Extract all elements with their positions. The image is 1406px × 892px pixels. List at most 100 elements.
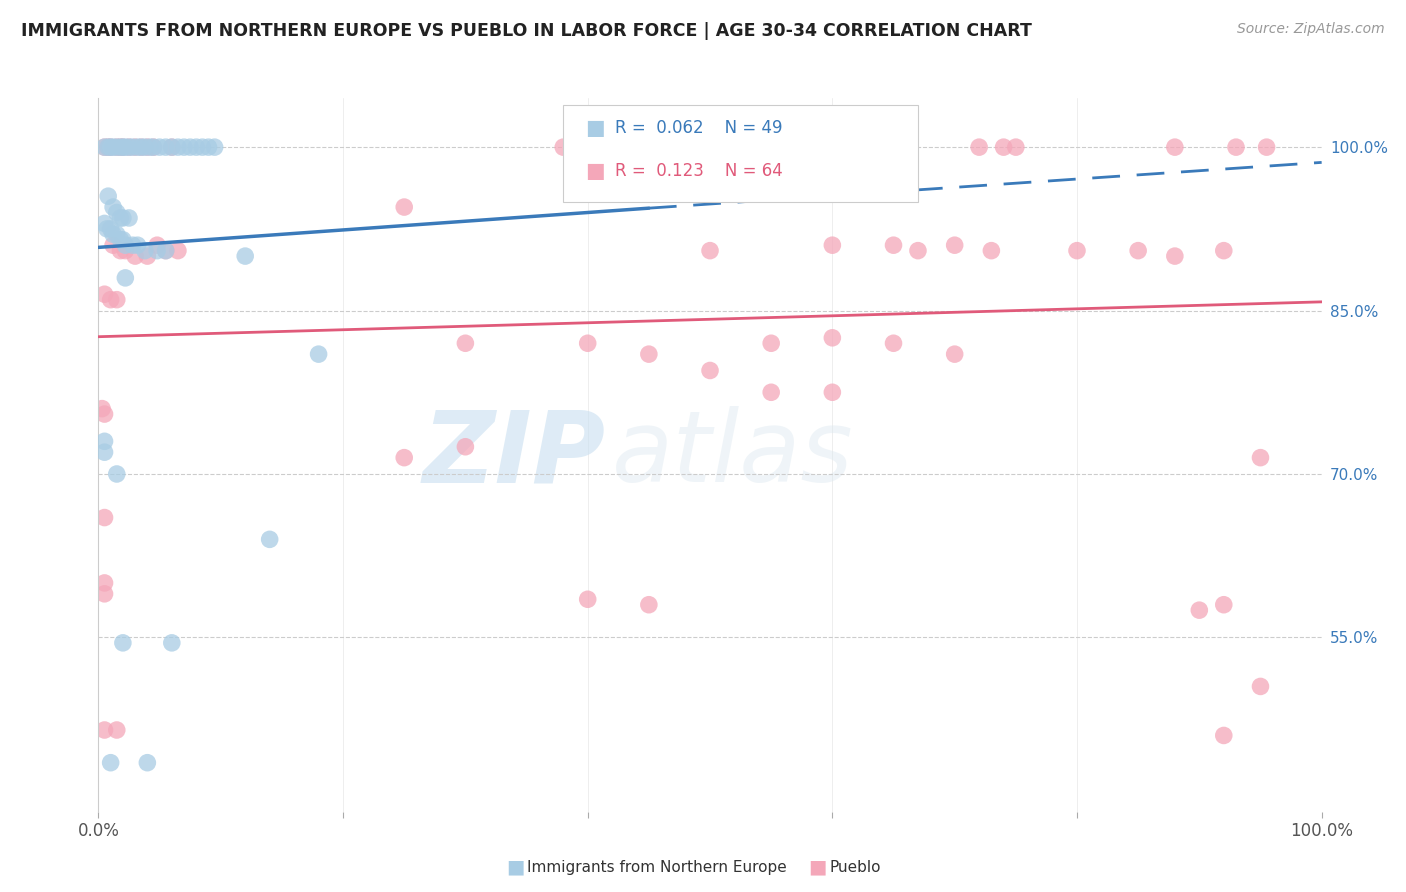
Point [129, 140, 152, 154]
Point [127, 238, 149, 252]
Point [105, 140, 128, 154]
Point [699, 244, 721, 258]
Point [160, 140, 183, 154]
Point [821, 331, 844, 345]
Point [118, 140, 141, 154]
Point [1256, 140, 1278, 154]
Point [699, 363, 721, 377]
Point [105, 467, 128, 481]
Point [785, 140, 807, 154]
Point [93, 587, 115, 601]
Point [139, 140, 162, 154]
Point [1004, 140, 1026, 154]
Point [121, 140, 143, 154]
Text: ■: ■ [506, 857, 524, 877]
Point [723, 140, 745, 154]
Point [980, 244, 1002, 258]
Point [821, 238, 844, 252]
Point [142, 140, 165, 154]
Point [111, 140, 134, 154]
Point [233, 249, 256, 263]
Point [101, 227, 124, 242]
Point [93, 216, 115, 230]
Point [127, 140, 149, 154]
Point [96, 222, 118, 236]
Point [179, 140, 201, 154]
Text: ■: ■ [808, 857, 827, 877]
Point [111, 233, 134, 247]
Point [167, 244, 190, 258]
Point [100, 140, 122, 154]
Point [93, 287, 115, 301]
Point [114, 271, 136, 285]
Point [129, 140, 152, 154]
Text: Pueblo: Pueblo [830, 860, 882, 874]
Point [100, 756, 122, 770]
Point [191, 140, 214, 154]
Point [821, 385, 844, 400]
Point [105, 205, 128, 219]
Point [100, 222, 122, 236]
Point [553, 140, 575, 154]
Point [110, 244, 132, 258]
Point [173, 140, 195, 154]
Point [105, 723, 128, 737]
Point [392, 450, 416, 465]
Point [943, 347, 966, 361]
Point [105, 227, 128, 242]
Point [93, 723, 115, 737]
Point [392, 200, 416, 214]
Point [761, 336, 783, 351]
Point [761, 385, 783, 400]
Text: ZIP: ZIP [423, 407, 606, 503]
Point [1066, 244, 1088, 258]
Point [1249, 450, 1271, 465]
Point [943, 238, 966, 252]
Point [101, 238, 124, 252]
Point [100, 140, 122, 154]
Text: ■: ■ [585, 118, 605, 138]
Point [111, 636, 134, 650]
Point [142, 140, 165, 154]
Point [93, 576, 115, 591]
Point [93, 510, 115, 524]
Point [576, 336, 599, 351]
Point [121, 238, 143, 252]
Point [110, 211, 132, 225]
Text: R =  0.062    N = 49: R = 0.062 N = 49 [614, 120, 782, 137]
Point [110, 140, 132, 154]
Point [454, 336, 477, 351]
Point [134, 140, 156, 154]
Point [97, 140, 120, 154]
Point [93, 434, 115, 449]
Point [454, 440, 477, 454]
Point [124, 140, 146, 154]
Text: Source: ZipAtlas.com: Source: ZipAtlas.com [1237, 22, 1385, 37]
Point [308, 347, 330, 361]
Point [114, 140, 136, 154]
Point [134, 244, 156, 258]
Point [186, 140, 208, 154]
Point [136, 140, 159, 154]
Point [110, 233, 132, 247]
Text: Immigrants from Northern Europe: Immigrants from Northern Europe [527, 860, 787, 874]
Point [1212, 729, 1234, 743]
Point [197, 140, 219, 154]
Point [858, 140, 880, 154]
Point [883, 238, 905, 252]
Point [110, 140, 132, 154]
Point [111, 211, 134, 225]
Text: IMMIGRANTS FROM NORTHERN EUROPE VS PUEBLO IN LABOR FORCE | AGE 30-34 CORRELATION: IMMIGRANTS FROM NORTHERN EUROPE VS PUEBL… [21, 22, 1032, 40]
Point [100, 293, 122, 307]
Point [146, 244, 169, 258]
Point [118, 140, 141, 154]
Point [93, 140, 115, 154]
Point [167, 140, 190, 154]
Point [638, 598, 661, 612]
Point [97, 189, 120, 203]
Point [638, 347, 661, 361]
Point [124, 249, 146, 263]
Point [576, 592, 599, 607]
Point [259, 533, 281, 547]
Text: R =  0.123    N = 64: R = 0.123 N = 64 [614, 162, 782, 180]
